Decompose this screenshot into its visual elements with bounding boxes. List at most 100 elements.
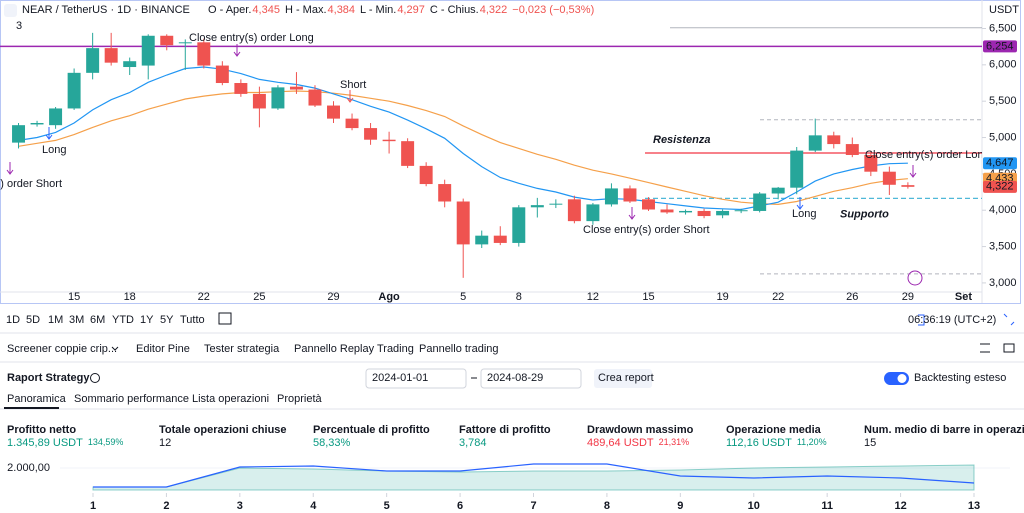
candle-body xyxy=(401,141,415,166)
level-label: Resistenza xyxy=(653,134,710,146)
metric-extra: 21,31% xyxy=(659,437,690,447)
price-label: 6,254 xyxy=(986,40,1014,52)
subtab[interactable]: Lista operazioni xyxy=(192,393,269,405)
panel-tab[interactable]: Screener coppie crip... xyxy=(7,343,117,355)
y-tick-label: 3,500 xyxy=(989,240,1017,252)
candle-body xyxy=(382,139,396,142)
candle-body xyxy=(882,171,896,185)
metric-label: Profitto netto xyxy=(7,424,76,436)
candle-body xyxy=(734,210,748,212)
date-input[interactable] xyxy=(365,368,467,389)
signal-arrow xyxy=(6,162,14,175)
signal-arrow xyxy=(628,207,636,220)
candle-body xyxy=(493,235,507,243)
ohlc-item: C - Chius. xyxy=(430,4,479,16)
signal-arrow xyxy=(233,44,241,57)
candle-body xyxy=(827,135,841,145)
x-tick-label: 4 xyxy=(310,500,317,512)
timeframe-button[interactable]: 6M xyxy=(90,314,105,326)
panel-tab[interactable]: Tester strategia xyxy=(204,343,280,355)
toggle-knob xyxy=(897,374,907,383)
create-report-button[interactable] xyxy=(594,369,652,388)
signal-label: Close entry(s) order Short xyxy=(0,178,62,190)
toggle-label[interactable]: Backtesting esteso xyxy=(914,372,1006,384)
create-report[interactable]: Crea report xyxy=(598,372,654,384)
timeframe-button[interactable]: Tutto xyxy=(180,314,205,326)
end-date[interactable]: 2024-08-29 xyxy=(487,372,543,384)
ohlc-item: 4,384 xyxy=(328,4,356,16)
clock: 06:36:19 (UTC+2) xyxy=(908,314,996,326)
ohlc-legend: O - Aper.4,345 H - Max.4,384 L - Min.4,297… xyxy=(208,4,594,16)
metric-value: 1.345,89 USDT 134,59% xyxy=(7,437,123,449)
candle-body xyxy=(12,125,26,143)
candle-body xyxy=(586,204,600,222)
metric-label: Percentuale di profitto xyxy=(313,424,430,436)
date-input[interactable] xyxy=(480,368,582,389)
candle-body xyxy=(456,201,470,245)
dropdown-icon[interactable] xyxy=(111,346,119,351)
signal-arrow xyxy=(45,127,53,140)
y-tick-label: 2.000,00 xyxy=(7,462,50,474)
y-tick-label: 5,500 xyxy=(989,95,1017,107)
candle-body xyxy=(753,193,767,211)
metric-main: 3,784 xyxy=(459,437,487,449)
subtab[interactable]: Sommario performance xyxy=(74,393,189,405)
candle-body xyxy=(604,188,618,205)
timeframe-button[interactable]: 5Y xyxy=(160,314,174,326)
y-tick-label: 6,500 xyxy=(989,22,1017,34)
x-tick-label: 11 xyxy=(821,500,833,512)
subtab[interactable]: Proprietà xyxy=(277,393,323,405)
x-tick-label: 1 xyxy=(90,500,96,512)
candle-body xyxy=(808,135,822,151)
candle-body xyxy=(864,154,878,172)
x-tick-label: Ago xyxy=(378,291,400,303)
timeframe-button[interactable]: 1Y xyxy=(140,314,154,326)
candle-body xyxy=(289,86,303,90)
metric-value: 15 xyxy=(864,437,876,449)
x-tick-label: Set xyxy=(955,291,972,303)
calendar-icon[interactable] xyxy=(218,312,232,325)
metric-value: 12 xyxy=(159,437,171,449)
x-tick-label: 5 xyxy=(460,291,466,303)
timeframe-button[interactable]: 1M xyxy=(48,314,63,326)
settings-icon[interactable] xyxy=(90,373,100,383)
candle-body xyxy=(642,199,655,210)
currency: USDT xyxy=(989,4,1019,16)
x-tick-label: 3 xyxy=(237,500,243,512)
signal-label: Long xyxy=(42,144,66,156)
ui: NEAR / TetherUS · 1D · BINANCE O - Aper.4… xyxy=(0,4,1024,512)
panel-controls[interactable] xyxy=(980,343,1015,353)
start-date[interactable]: 2024-01-01 xyxy=(372,372,428,384)
x-tick-label: 25 xyxy=(253,291,265,303)
event-icon[interactable] xyxy=(907,270,923,286)
plot-area: Resistenza Supporto Close entry(s) order L… xyxy=(0,27,982,278)
ohlc-item: O - Aper. xyxy=(208,4,251,16)
candle-body xyxy=(660,209,674,213)
ohlc-item: 4,322 xyxy=(480,4,508,16)
price-label-box xyxy=(983,157,1017,170)
signal-label: Long xyxy=(792,208,816,220)
candle-body xyxy=(623,188,637,202)
panel-tab[interactable]: Pannello Replay Trading xyxy=(294,343,414,355)
candle-body xyxy=(549,203,563,205)
metric-main: 1.345,89 USDT xyxy=(7,437,83,449)
timeframe-button[interactable]: YTD xyxy=(112,314,134,326)
signal-label: Close entry(s) order Short xyxy=(583,224,710,236)
metric-label: Totale operazioni chiuse xyxy=(159,424,287,436)
price-label: 4,322 xyxy=(986,181,1014,193)
panel-tab[interactable]: Pannello trading xyxy=(419,343,499,355)
candle-body xyxy=(86,48,100,73)
signal-arrow xyxy=(909,165,917,178)
collapse-button[interactable] xyxy=(4,4,17,17)
x-tick-label: 8 xyxy=(516,291,522,303)
y-tick-label: 4,000 xyxy=(989,204,1017,216)
subtab[interactable]: Panoramica xyxy=(7,393,67,405)
timeframe-button[interactable]: 1D xyxy=(6,314,20,326)
equity-line xyxy=(93,463,975,488)
metric-label: Drawdown massimo xyxy=(587,424,694,436)
candle-body xyxy=(178,42,192,44)
signal-arrow xyxy=(796,197,804,210)
panel-tab[interactable]: Editor Pine xyxy=(136,343,190,355)
timeframe-button[interactable]: 5D xyxy=(26,314,40,326)
timeframe-button[interactable]: 3M xyxy=(69,314,84,326)
